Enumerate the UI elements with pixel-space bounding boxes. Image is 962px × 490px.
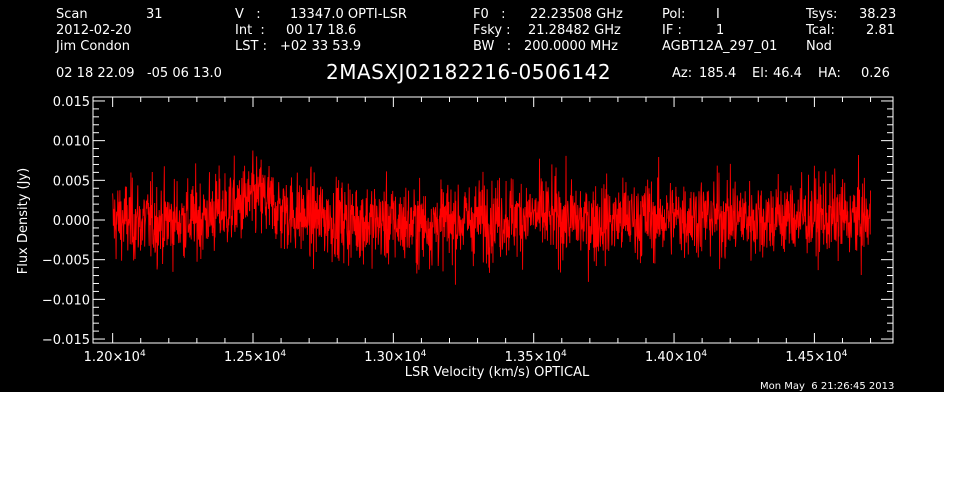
hour-angle-label: HA:: [818, 66, 841, 81]
integration-value: 00 17 18.6: [286, 23, 357, 38]
source-name: 2MASXJ02182216-0506142: [326, 60, 612, 84]
azimuth-label: Az:: [672, 66, 693, 81]
y-tick-label: 0.015: [53, 95, 90, 110]
x-tick-label: 1.40×104: [645, 349, 707, 365]
tick-label-layer: 1.20×104 1.25×104 1.30×104 1.35×104 1.40×104…: [42, 95, 848, 365]
velocity-value: 13347.0 OPTI-LSR: [290, 7, 407, 22]
integration-label: Int :: [235, 23, 265, 38]
if-label: IF :: [662, 23, 682, 38]
azimuth-value: 185.4: [699, 66, 737, 81]
tsys-value: 38.23: [859, 7, 897, 22]
elevation-label: El:: [752, 66, 769, 81]
bandwidth-value: 200.0000 MHz: [524, 39, 618, 54]
plot-timestamp: Mon May 6 21:26:45 2013: [760, 381, 895, 392]
lst-label: LST :: [235, 39, 267, 54]
spectrum-layer: [112, 150, 871, 285]
hour-angle-value: 0.26: [861, 66, 890, 81]
if-value: 1: [716, 23, 725, 38]
y-tick-label: 0.000: [53, 214, 90, 229]
x-tick-label: 1.45×104: [785, 349, 847, 365]
tick-layer: [93, 97, 893, 343]
observation-date: 2012-02-20: [56, 23, 132, 38]
scan-value: 31: [146, 7, 163, 22]
switching-mode: Nod: [806, 39, 832, 54]
x-tick-label: 1.35×104: [505, 349, 567, 365]
x-tick-label: 1.20×104: [84, 349, 146, 365]
y-tick-label: 0.010: [53, 135, 90, 150]
x-tick-label: 1.25×104: [224, 349, 286, 365]
spectrum-panel: Scan 31 2012-02-20 Jim Condon V : 13347.…: [0, 0, 944, 392]
y-tick-label: −0.015: [42, 333, 90, 348]
tsys-label: Tsys:: [806, 7, 838, 22]
source-coordinates: 02 18 22.09 -05 06 13.0: [56, 66, 222, 81]
x-tick-label: 1.30×104: [364, 349, 426, 365]
scan-label: Scan: [56, 7, 88, 22]
spectrum-plot: 1.20×104 1.25×104 1.30×104 1.35×104 1.40×104…: [16, 95, 894, 380]
polarization-label: Pol:: [662, 7, 686, 22]
fsky-value: 21.28482 GHz: [528, 23, 621, 38]
velocity-label: V :: [235, 7, 261, 22]
y-tick-label: 0.005: [53, 174, 90, 189]
observer-name: Jim Condon: [56, 39, 130, 54]
bandwidth-label: BW :: [473, 39, 512, 54]
f0-label: F0 :: [473, 7, 506, 22]
y-axis-label: Flux Density (Jy): [16, 168, 31, 274]
spectrum-trace: [112, 150, 871, 285]
polarization-value: I: [716, 7, 720, 22]
tcal-label: Tcal:: [806, 23, 835, 38]
lst-value: +02 33 53.9: [280, 39, 362, 54]
project-id: AGBT12A_297_01: [662, 39, 778, 54]
x-axis-label: LSR Velocity (km/s) OPTICAL: [405, 365, 590, 380]
f0-value: 22.23508 GHz: [530, 7, 623, 22]
y-tick-label: −0.005: [42, 254, 90, 269]
fsky-label: Fsky :: [473, 23, 511, 38]
elevation-value: 46.4: [773, 66, 802, 81]
y-tick-label: −0.010: [42, 293, 90, 308]
tcal-value: 2.81: [866, 23, 895, 38]
